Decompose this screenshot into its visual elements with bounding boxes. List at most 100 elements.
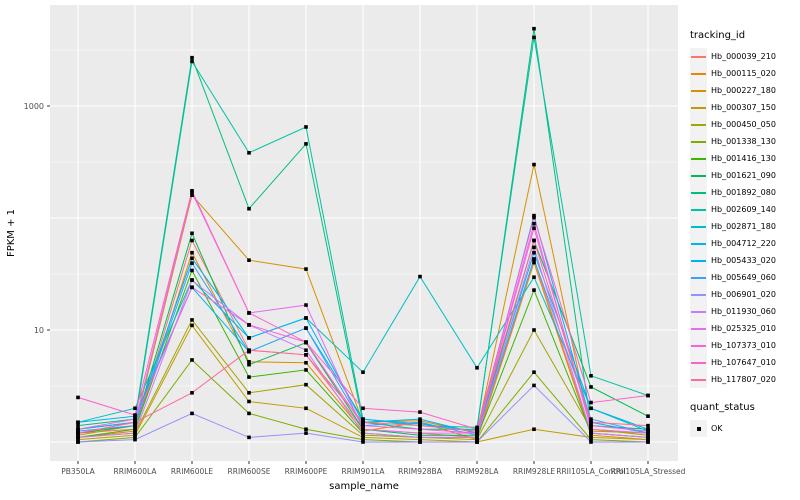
quant-ok-key-icon bbox=[690, 420, 707, 437]
data-point bbox=[133, 429, 137, 433]
plot-panel bbox=[50, 5, 678, 461]
data-point bbox=[76, 437, 80, 442]
data-point bbox=[646, 414, 650, 418]
data-point bbox=[475, 440, 479, 444]
legend-key-line-icon bbox=[690, 252, 707, 269]
legend-key-line-icon bbox=[690, 371, 707, 388]
data-point bbox=[190, 358, 194, 362]
data-point bbox=[190, 278, 194, 283]
data-point bbox=[475, 427, 479, 432]
data-point bbox=[646, 427, 650, 432]
data-point bbox=[133, 431, 137, 435]
legend-key-line-icon bbox=[690, 320, 707, 337]
data-point bbox=[418, 274, 422, 279]
data-point bbox=[133, 427, 137, 432]
axis-ticks bbox=[47, 105, 649, 464]
legend-key-line-icon bbox=[690, 235, 707, 252]
x-tick-label: RRIM928LA bbox=[456, 467, 500, 476]
data-point bbox=[589, 417, 593, 421]
data-point bbox=[133, 433, 137, 438]
data-point bbox=[475, 433, 479, 438]
data-point bbox=[190, 250, 194, 255]
data-point bbox=[532, 226, 536, 231]
legend-item-Hb_001621_090: Hb_001621_090 bbox=[690, 167, 798, 184]
data-point bbox=[532, 245, 536, 250]
data-point bbox=[646, 429, 650, 433]
legend: tracking_id Hb_000039_210 Hb_000115_020 Hb… bbox=[690, 30, 798, 437]
data-point bbox=[475, 431, 479, 435]
data-point bbox=[190, 411, 194, 416]
data-point bbox=[361, 435, 365, 440]
data-point bbox=[589, 435, 593, 440]
legend-item-label: Hb_000227_180 bbox=[711, 86, 776, 95]
data-point bbox=[133, 437, 137, 442]
legend-item-Hb_117807_020: Hb_117807_020 bbox=[690, 371, 798, 388]
data-point bbox=[418, 435, 422, 440]
data-point bbox=[247, 258, 251, 262]
legend-key-line-icon bbox=[690, 82, 707, 99]
data-point bbox=[589, 420, 593, 425]
data-point bbox=[304, 348, 308, 353]
data-point bbox=[76, 429, 80, 433]
data-point bbox=[304, 125, 308, 129]
data-point bbox=[589, 440, 593, 444]
data-point bbox=[418, 433, 422, 438]
legend-key-line-icon bbox=[690, 116, 707, 133]
data-point bbox=[76, 431, 80, 435]
legend-item-Hb_001338_130: Hb_001338_130 bbox=[690, 133, 798, 150]
data-point bbox=[247, 390, 251, 395]
legend-item-label: Hb_000039_210 bbox=[711, 52, 776, 61]
data-point bbox=[589, 429, 593, 433]
data-point bbox=[133, 406, 137, 411]
legend-item-Hb_001416_130: Hb_001416_130 bbox=[690, 150, 798, 167]
data-point bbox=[475, 429, 479, 433]
legend-item-Hb_006901_020: Hb_006901_020 bbox=[690, 286, 798, 303]
data-point bbox=[532, 26, 536, 31]
data-point bbox=[304, 267, 308, 271]
data-point bbox=[475, 435, 479, 440]
legend-item-label: Hb_107647_010 bbox=[711, 358, 776, 367]
data-point bbox=[646, 423, 650, 428]
legend-key-line-icon bbox=[690, 269, 707, 286]
data-point bbox=[190, 193, 194, 197]
data-point bbox=[418, 423, 422, 428]
data-point bbox=[247, 411, 251, 416]
legend-item-label: Hb_000307_150 bbox=[711, 103, 776, 112]
legend-title-quant-status: quant_status bbox=[690, 402, 755, 413]
data-point bbox=[133, 423, 137, 428]
data-point bbox=[532, 215, 536, 220]
data-point bbox=[532, 221, 536, 226]
data-point bbox=[304, 326, 308, 330]
data-point bbox=[304, 368, 308, 372]
data-point bbox=[361, 427, 365, 432]
legend-key-line-icon bbox=[690, 167, 707, 184]
x-tick-label: RRIM600PE bbox=[285, 467, 328, 476]
data-point bbox=[190, 55, 194, 60]
data-point bbox=[646, 433, 650, 438]
legend-item-Hb_000307_150: Hb_000307_150 bbox=[690, 99, 798, 116]
data-point bbox=[532, 238, 536, 243]
data-point bbox=[532, 35, 536, 40]
data-point bbox=[304, 340, 308, 344]
legend-item-label: Hb_002871_180 bbox=[711, 222, 776, 231]
data-point bbox=[646, 440, 650, 444]
data-point bbox=[133, 420, 137, 425]
data-point bbox=[190, 59, 194, 64]
data-point bbox=[361, 429, 365, 433]
data-point bbox=[190, 390, 194, 395]
x-tick-label: RRIM928LE bbox=[513, 467, 556, 476]
data-point bbox=[589, 433, 593, 438]
panel-background bbox=[50, 5, 678, 461]
data-point bbox=[475, 425, 479, 430]
y-tick-label: 1000 bbox=[24, 102, 44, 111]
data-point bbox=[247, 375, 251, 379]
data-point bbox=[247, 323, 251, 327]
minor-gridlines bbox=[50, 49, 678, 387]
data-point bbox=[190, 256, 194, 261]
data-point bbox=[532, 250, 536, 255]
data-point bbox=[646, 437, 650, 442]
legend-key-line-icon bbox=[690, 133, 707, 150]
legend-item-label: Hb_004712_220 bbox=[711, 239, 776, 248]
x-tick-label: RRIM600LE bbox=[171, 467, 214, 476]
